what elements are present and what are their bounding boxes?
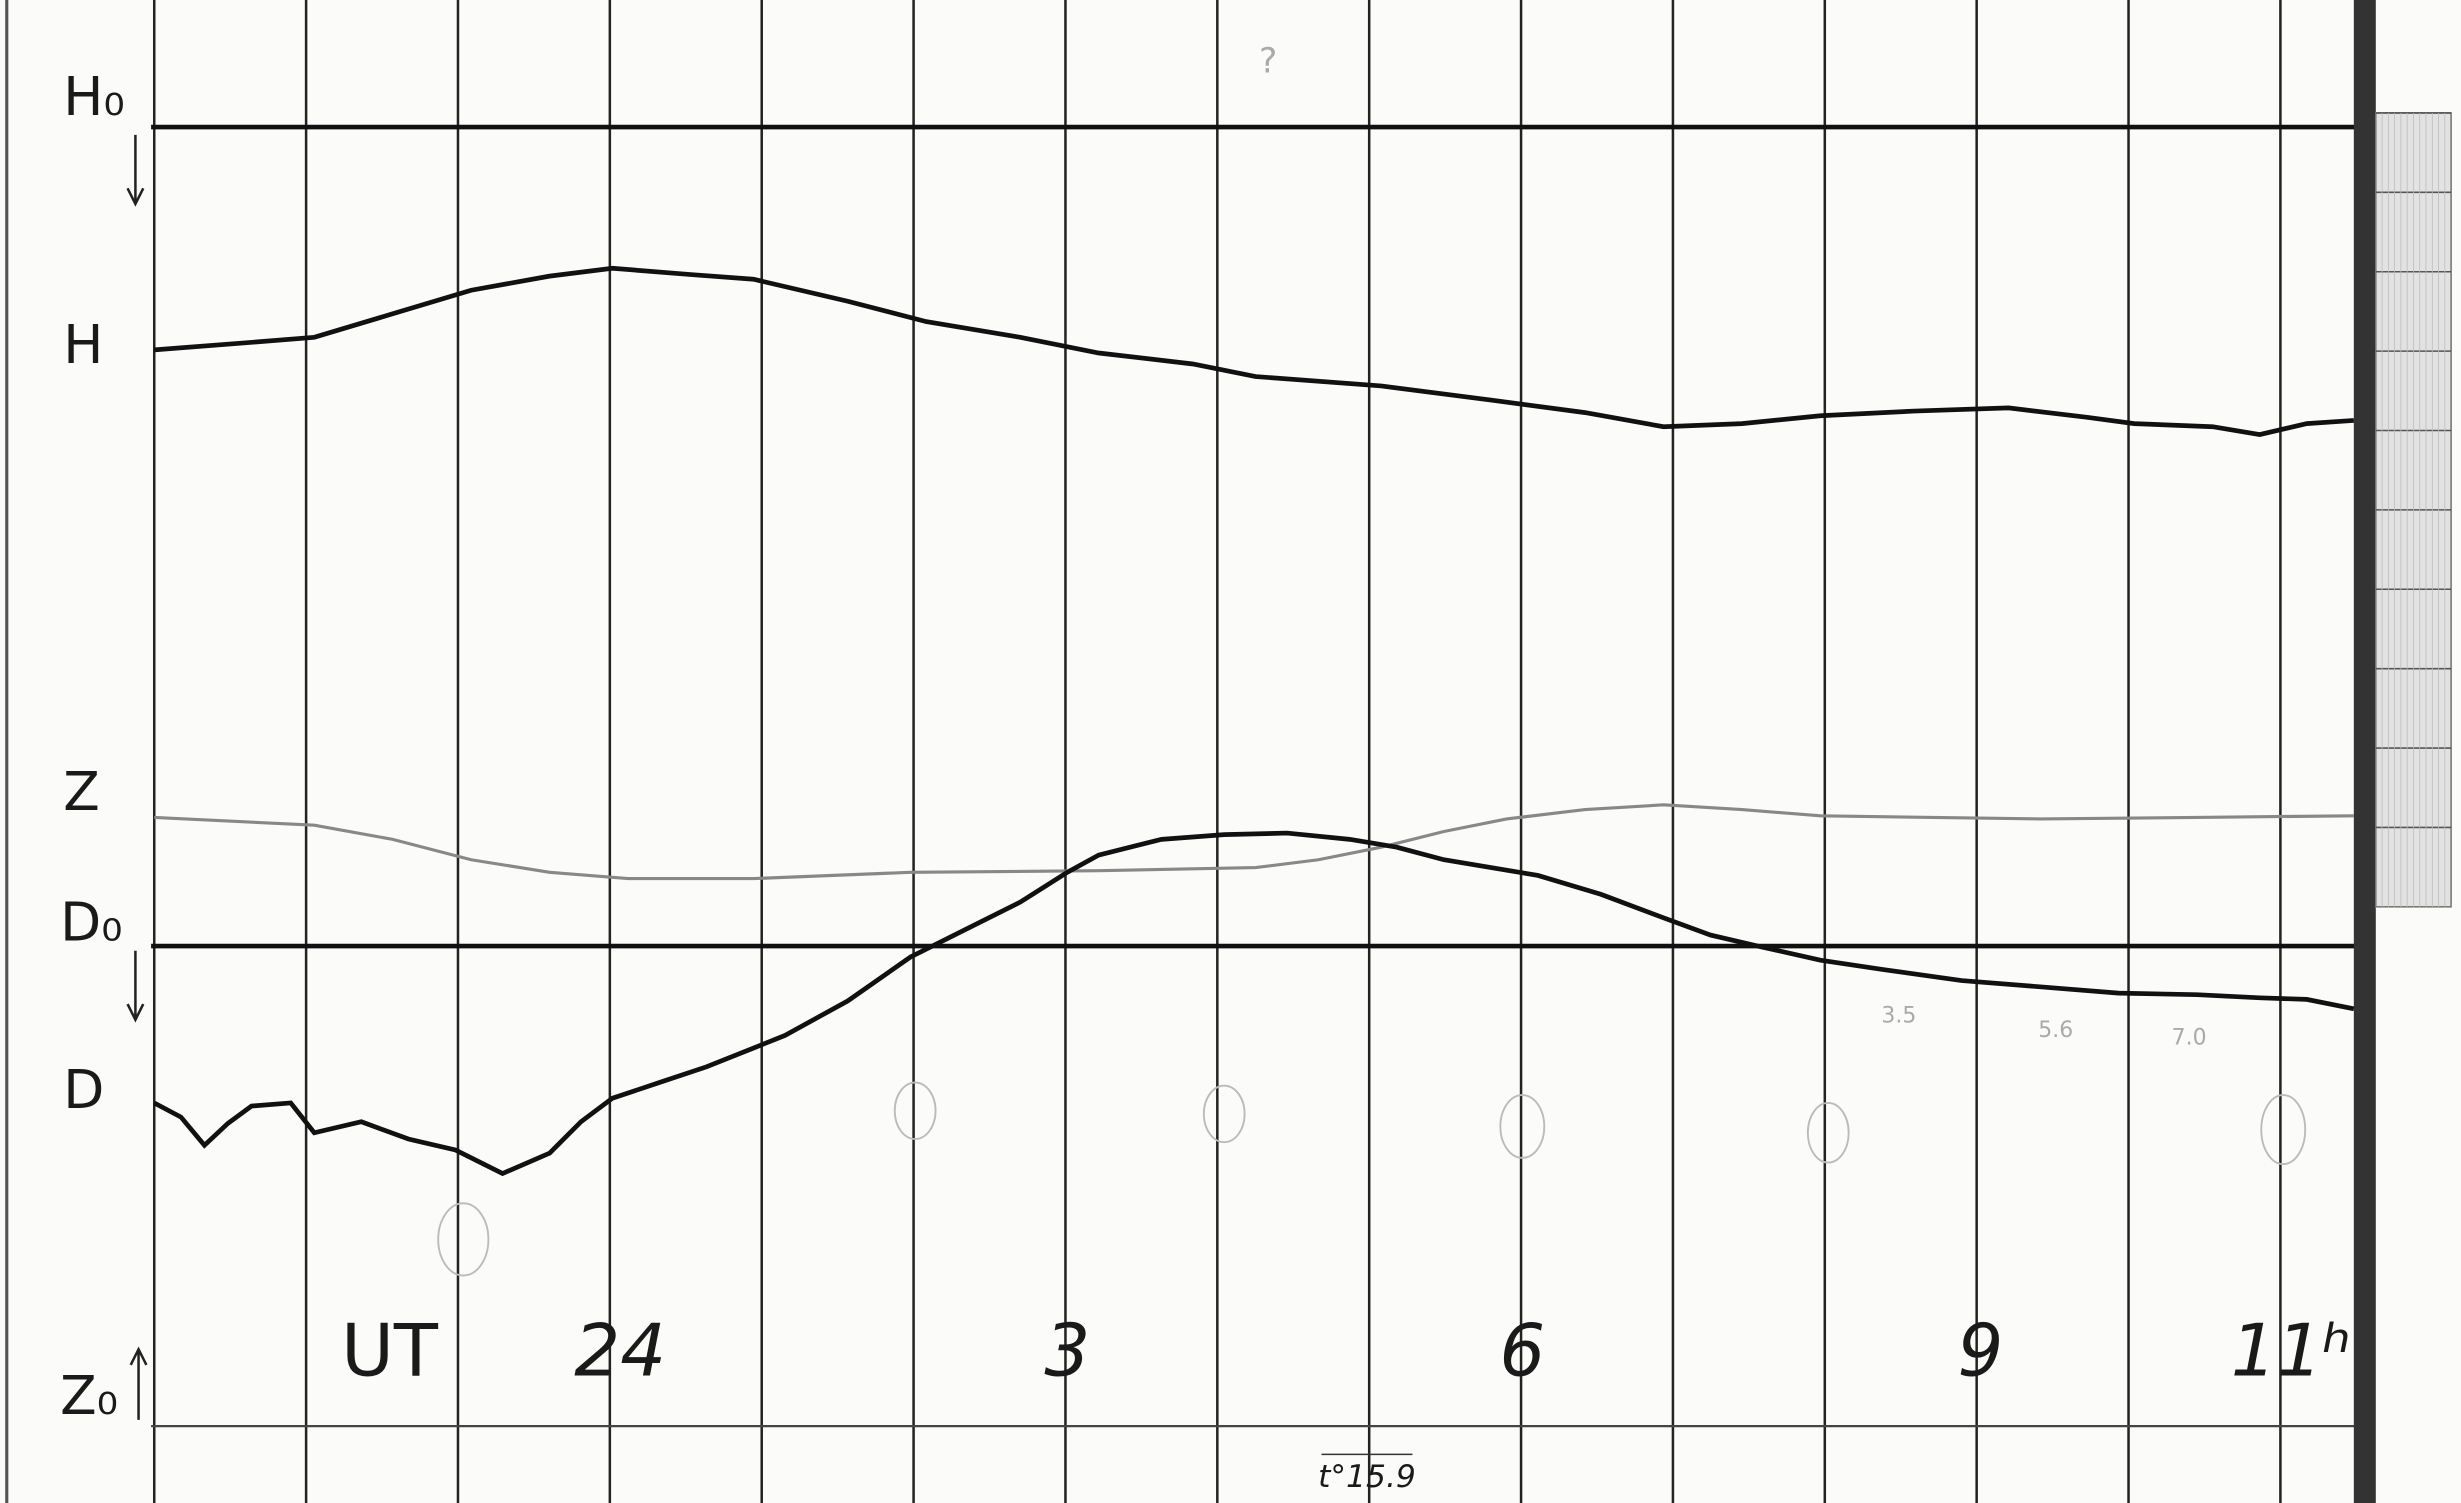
label-d: D — [63, 1058, 104, 1121]
hour-label: 11ʰ — [2231, 1310, 2352, 1394]
label-d0: D₀ — [60, 890, 122, 953]
pencil-note: 7.0 — [2172, 1026, 2207, 1051]
pencil-note: ? — [1259, 41, 1277, 81]
hour-label: 3 — [1044, 1310, 1090, 1394]
scale-strip-grid — [2375, 112, 2452, 907]
hour-label: 9 — [1957, 1310, 2003, 1394]
label-z0: Z₀ — [60, 1364, 118, 1427]
h-trace — [154, 265, 2354, 437]
label-z: Z — [63, 760, 100, 823]
z-trace — [154, 803, 2354, 881]
ut-label: UT — [341, 1310, 439, 1394]
label-h: H — [63, 313, 103, 376]
hour-label: 24 — [574, 1310, 666, 1394]
label-h0: H₀ — [63, 65, 124, 128]
direction-arrows — [126, 134, 148, 1420]
temperature: t°15.9 — [1318, 1459, 1416, 1495]
pencil-circles — [437, 1081, 2307, 1277]
hour-label: 6 — [1499, 1310, 1545, 1394]
right-edge — [2353, 0, 2376, 1503]
pencil-note: 3.5 — [1881, 1004, 1916, 1029]
d-trace — [153, 830, 2355, 1177]
pencil-note: 5.6 — [2038, 1018, 2073, 1043]
hour-lines — [152, 0, 2282, 1503]
